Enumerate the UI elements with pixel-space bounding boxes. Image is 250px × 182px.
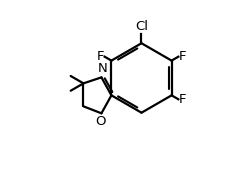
Text: N: N (98, 62, 108, 75)
Text: O: O (95, 115, 106, 128)
Text: F: F (179, 50, 186, 63)
Text: Cl: Cl (135, 20, 148, 33)
Text: F: F (179, 93, 186, 106)
Text: F: F (96, 50, 104, 63)
